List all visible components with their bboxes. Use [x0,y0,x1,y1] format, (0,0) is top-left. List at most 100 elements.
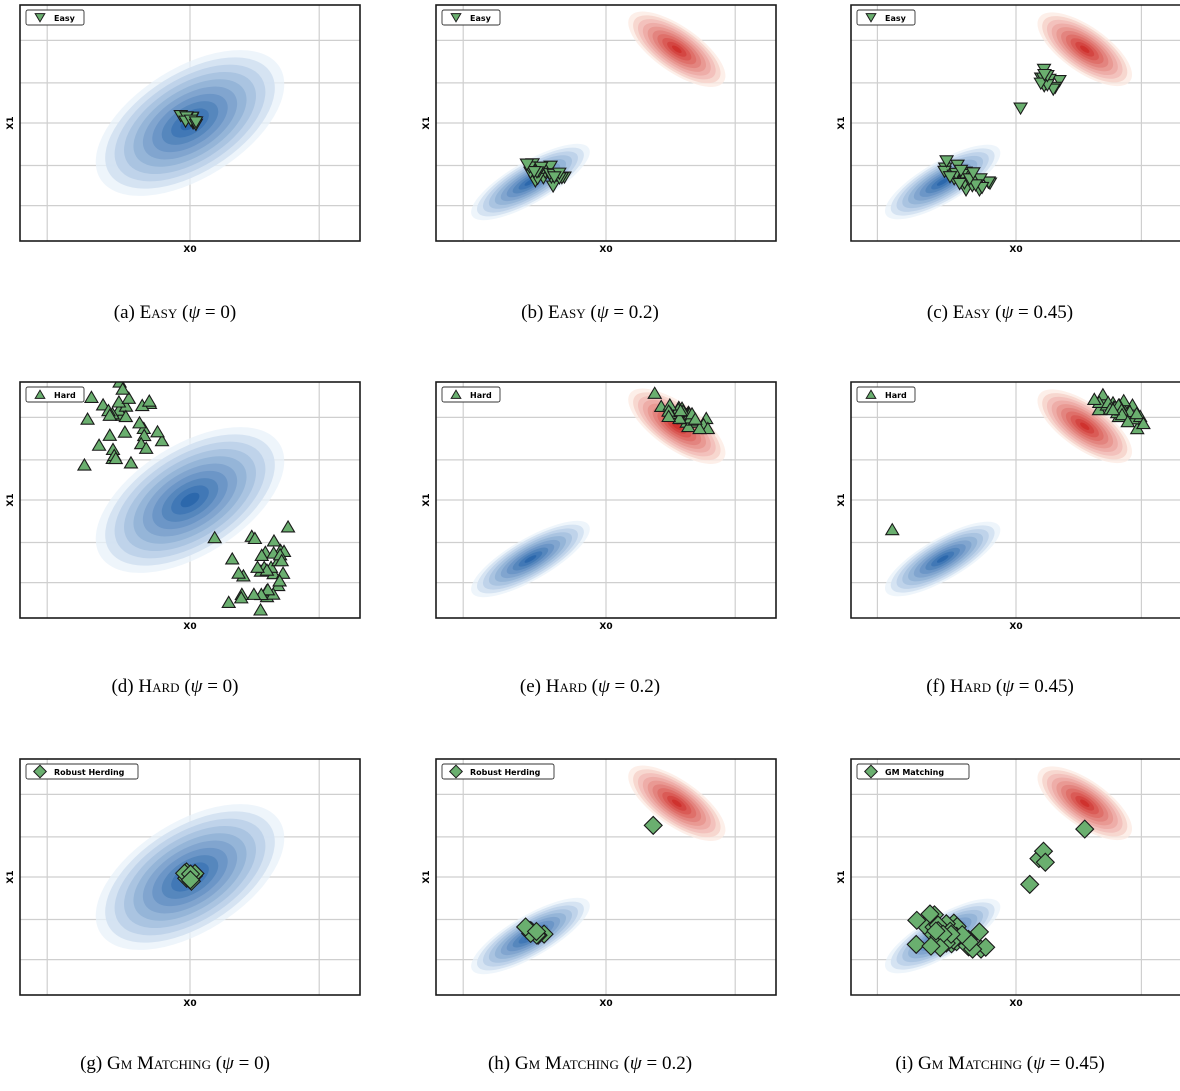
data-point [247,531,263,545]
data-point [123,455,139,469]
legend-label: GM Matching [885,768,944,777]
legend-label: Hard [470,391,492,400]
panel-d: X0 X1 Hard [6,363,361,632]
data-point [254,548,270,561]
data-point [672,411,688,424]
y-axis-label: X1 [837,116,847,129]
data-point [965,167,981,180]
panel-g: X0 X1 Robust Herding [6,758,361,1009]
selected-points [515,815,663,945]
density-blue [471,520,590,598]
data-point [939,155,955,168]
legend-marker [865,389,877,399]
legend: Easy [25,9,85,26]
x-axis-label: X0 [183,999,196,1009]
data-point [121,391,137,404]
caption-a: (a) Easy (ψ = 0) [113,302,237,323]
data-point [543,160,559,174]
caption-h: (h) Gm Matching (ψ = 0.2) [487,1053,693,1074]
legend: Easy [856,9,916,26]
data-point [250,560,265,573]
legend: Robust Herding [25,763,139,780]
data-point [526,165,542,179]
data-point [115,382,131,395]
axes-frame [850,758,1180,996]
data-point [968,179,984,192]
data-point [233,590,249,604]
x-axis-label: X0 [183,245,196,255]
data-point [224,551,240,565]
data-point [154,433,170,447]
panel-b: X0 X1 Easy [422,4,777,255]
x-axis-label: X0 [1009,999,1022,1009]
data-point [907,910,927,931]
caption-i: (i) Gm Matching (ψ = 0.45) [895,1053,1105,1074]
panel-a: X0 X1 Easy [6,4,361,255]
data-point [1105,402,1121,416]
density-blue [884,521,1001,597]
panel-e: X0 X1 Hard [422,381,777,632]
axes-frame [850,4,1180,242]
y-axis-label: X1 [6,116,16,129]
data-point [188,116,204,130]
data-point [76,457,92,471]
data-point [150,424,165,438]
axes-frame [19,4,361,242]
selected-points [174,862,205,891]
legend: Easy [441,9,501,26]
y-axis-label: X1 [837,870,847,883]
data-point [969,922,990,942]
legend-marker [450,13,462,23]
data-point [692,421,708,435]
legend-marker [32,764,48,779]
selected-points [937,63,1067,198]
caption-b: (b) Easy (ψ = 0.2) [521,302,659,323]
x-axis-label: X0 [599,622,612,632]
data-point [884,522,900,536]
data-point [1135,416,1151,430]
data-point [280,519,296,533]
data-point [920,904,940,924]
legend-label: Easy [470,14,492,23]
data-point [274,553,290,567]
data-point [138,441,154,454]
selected-points [173,109,204,132]
data-point [546,171,562,184]
y-axis-label: X1 [422,116,432,129]
data-point [519,158,535,172]
data-point [673,403,689,417]
data-point [1013,102,1029,116]
grid [851,382,1180,618]
legend-marker [450,389,462,399]
data-point [92,363,105,374]
data-point [1037,68,1052,82]
data-point [221,595,237,608]
y-axis-label: X1 [6,493,16,506]
y-axis-label: X1 [422,870,432,883]
caption-c: (c) Easy (ψ = 0.45) [926,302,1074,323]
axes-frame [435,758,777,996]
data-point [246,587,262,600]
data-point [953,164,969,178]
density-red [628,11,726,87]
data-point [926,921,946,941]
legend: Hard [25,386,85,403]
density-red [1037,766,1133,841]
legend: Hard [856,386,916,403]
data-point [118,409,134,423]
legend: Hard [441,386,501,403]
x-axis-label: X0 [1009,245,1022,255]
data-point [253,602,269,616]
data-point [91,438,107,451]
legend-marker [34,13,46,23]
x-axis-label: X0 [1009,622,1022,632]
panel-c: X0 X1 Easy [837,4,1180,255]
data-point [272,573,288,587]
data-point [1075,819,1095,839]
panel-h: X0 X1 Robust Herding [422,758,777,1009]
data-point [526,921,547,942]
data-point [117,425,133,438]
legend-label: Hard [885,391,907,400]
data-point [207,530,223,544]
legend: GM Matching [856,763,970,780]
